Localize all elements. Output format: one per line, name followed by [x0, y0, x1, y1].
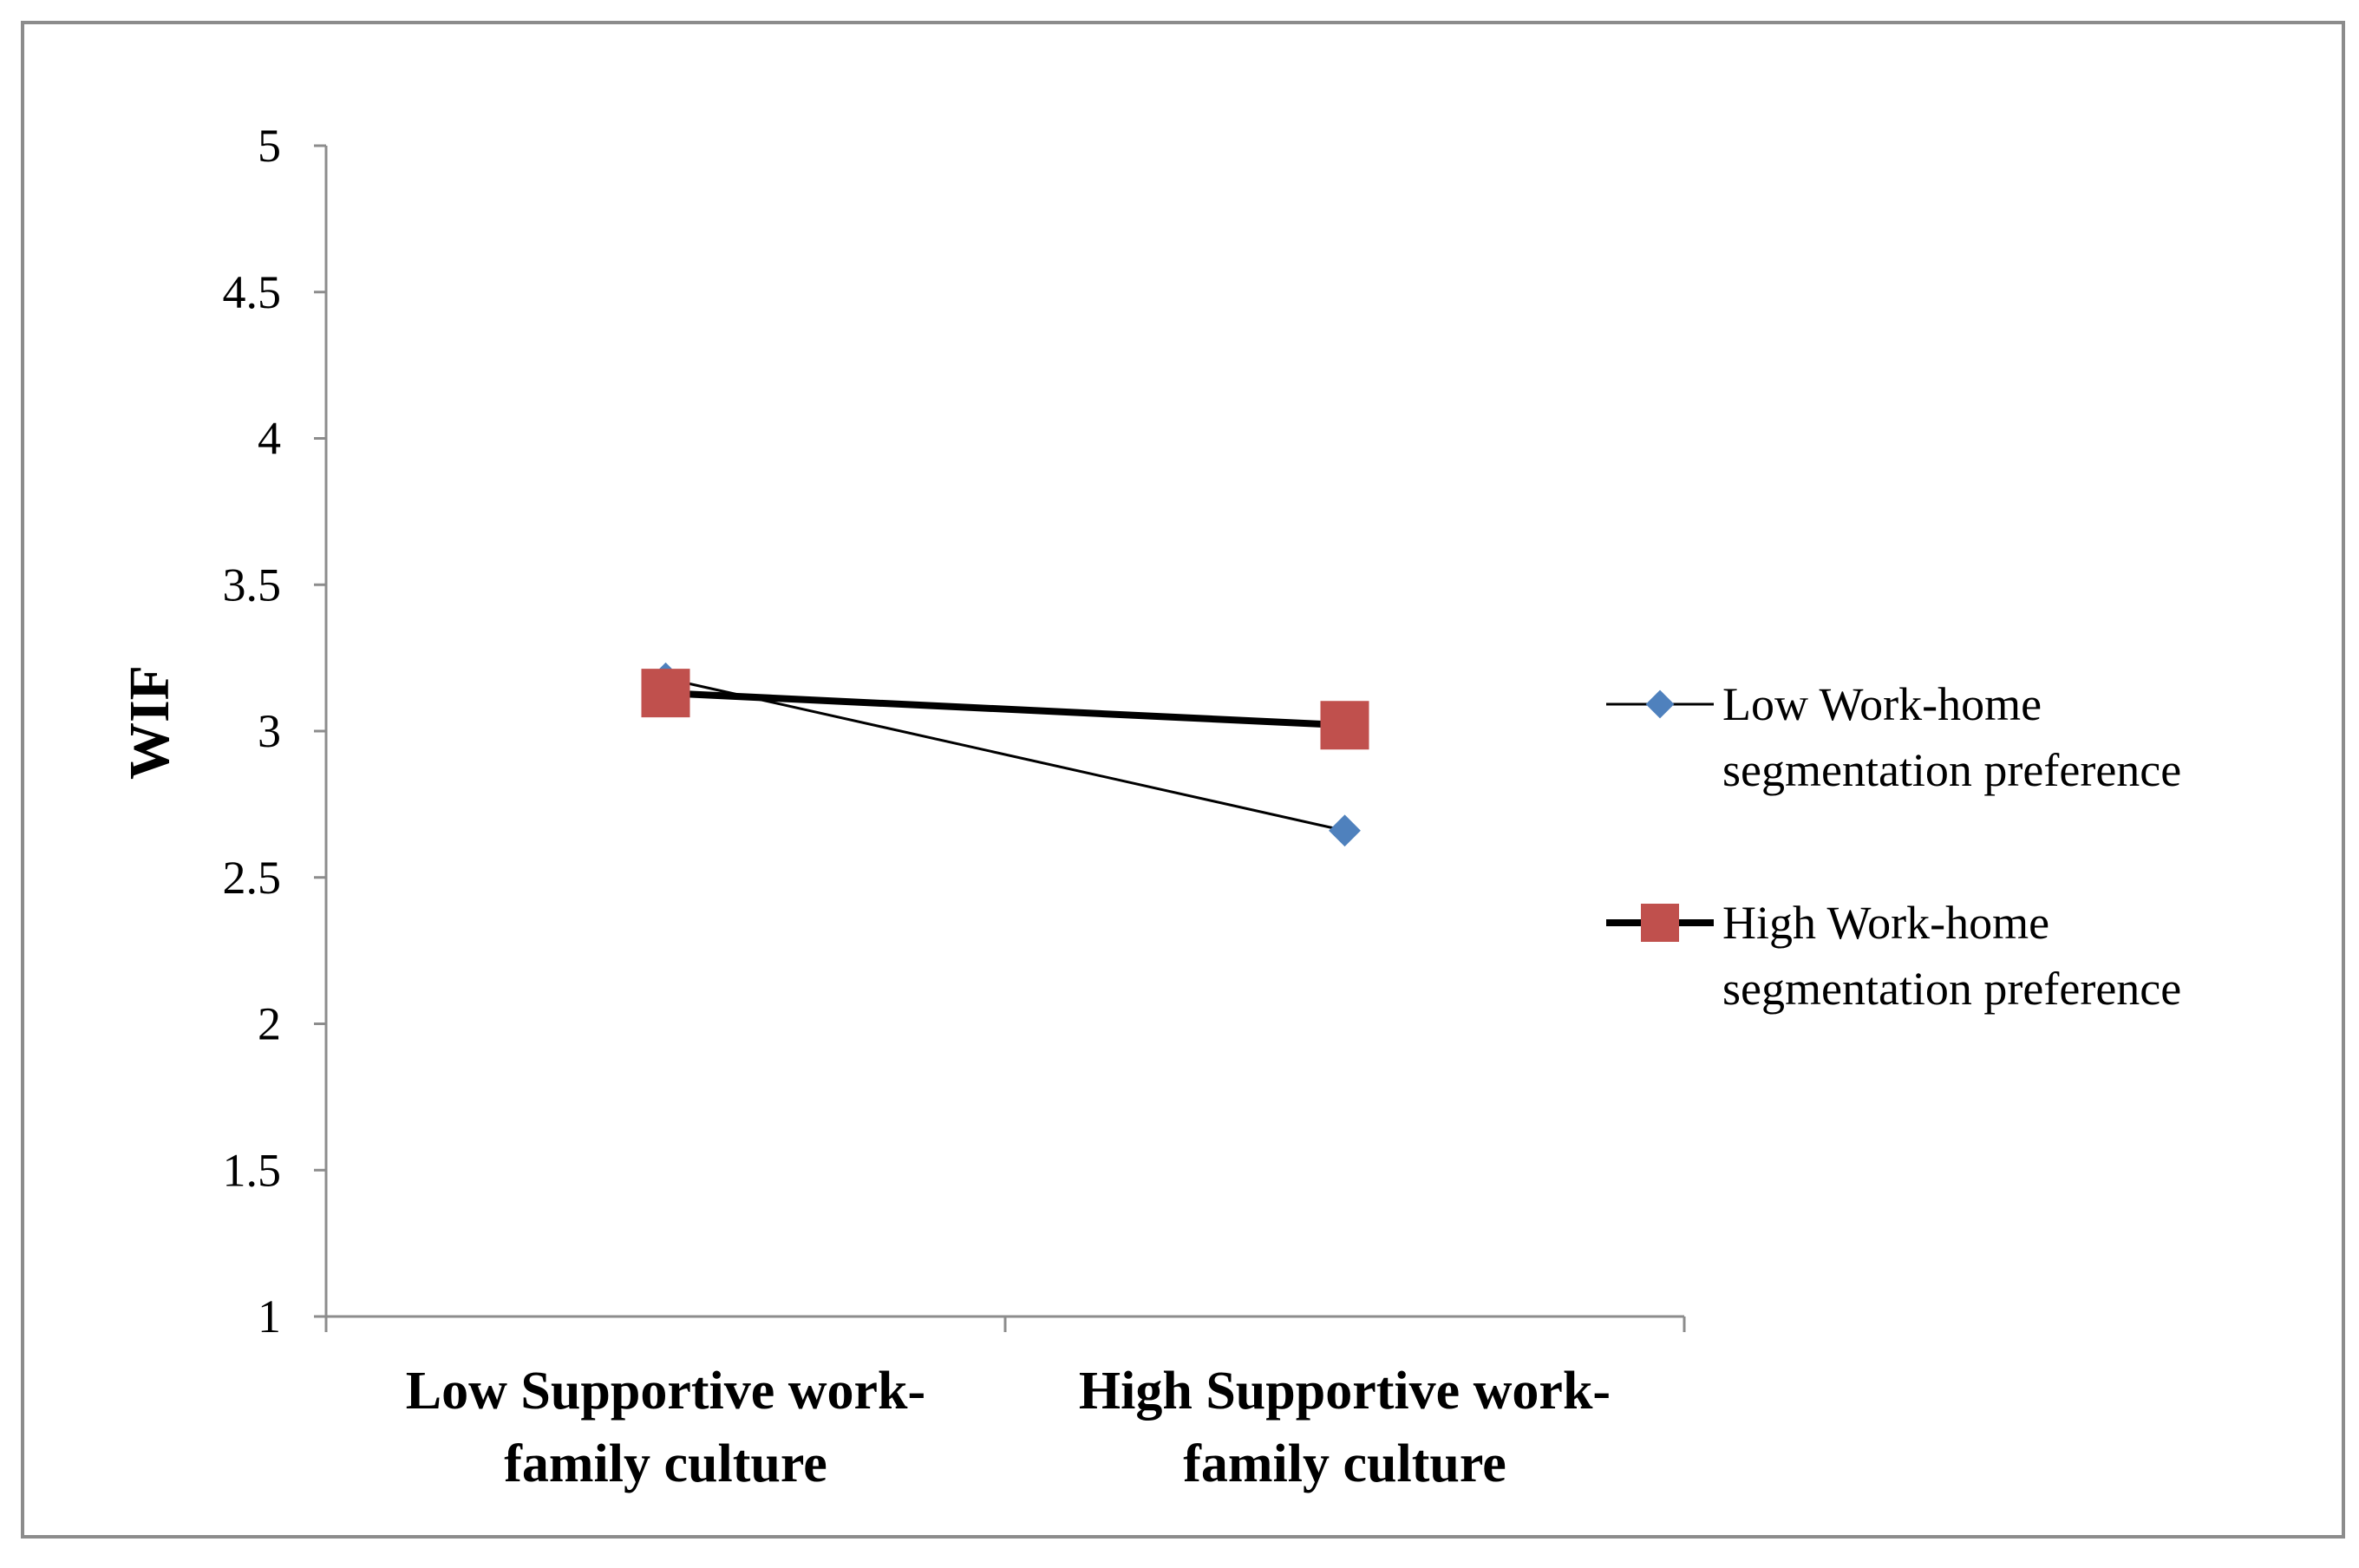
legend-marker-1 — [1645, 689, 1675, 719]
series-2-point — [641, 669, 690, 718]
x-category-label: family culture — [1183, 1434, 1506, 1493]
y-tick-label: 2.5 — [223, 852, 282, 904]
y-tick-label: 3.5 — [223, 559, 282, 611]
legend-label-1: Low Work-home — [1722, 678, 2042, 730]
y-axis-title: WIF — [118, 665, 181, 780]
x-category-label: High Supportive work- — [1079, 1362, 1611, 1421]
series-line-2 — [665, 689, 1345, 729]
legend-label-1: segmentation preference — [1722, 744, 2181, 796]
plot-area — [641, 662, 1369, 847]
y-tick-label: 1 — [258, 1290, 281, 1343]
legend-label-2: High Work-home — [1722, 897, 2049, 949]
y-tick-label: 2 — [258, 998, 281, 1050]
legend-marker-2 — [1641, 904, 1679, 942]
x-category-label: Low Supportive work- — [406, 1362, 925, 1421]
chart-border — [21, 21, 2345, 1539]
y-tick-label: 4 — [258, 413, 281, 465]
legend-label-2: segmentation preference — [1722, 963, 2181, 1015]
series-line-1 — [665, 676, 1345, 833]
x-category-label: family culture — [504, 1434, 827, 1493]
y-tick-label: 4.5 — [223, 266, 282, 318]
series-2-point — [1320, 701, 1369, 750]
y-tick-label: 5 — [258, 120, 281, 172]
legend: Low Work-home segmentation preference High… — [1606, 678, 2181, 1015]
series-1-point — [1329, 814, 1361, 847]
y-tick-label: 1.5 — [223, 1144, 282, 1196]
axes: 1 1.5 2 2.5 3 3.5 4 4.5 5 Low Supportive work-fam… — [118, 120, 1686, 1493]
y-tick-label: 3 — [258, 705, 281, 757]
